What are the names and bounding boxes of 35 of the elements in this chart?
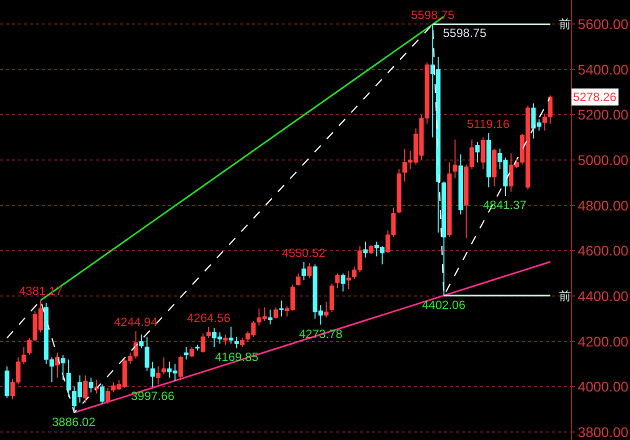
annotation: 5598.75 [443, 26, 487, 40]
annotation: 4244.94 [114, 315, 158, 329]
candlestick [279, 300, 284, 317]
candlestick [144, 336, 150, 372]
y-tick-label: 4600.00 [578, 242, 629, 259]
annotation: 3886.02 [52, 415, 96, 429]
text: 前 [559, 289, 571, 303]
candlestick [223, 334, 228, 346]
candlestick [228, 326, 234, 344]
y-tick-label: 5600.00 [578, 16, 629, 32]
candlestick [60, 354, 66, 380]
y-tick-label: 3800.00 [578, 424, 629, 440]
candlestick [195, 344, 200, 351]
y-tick-label: 4400.00 [578, 288, 629, 304]
text: 前 [559, 17, 571, 31]
annotation: 5598.75 [411, 8, 455, 22]
annotation: 4841.37 [483, 198, 527, 212]
y-tick-label: 5200.00 [578, 106, 629, 123]
candlestick [475, 141, 480, 163]
annotation: 4264.56 [187, 311, 231, 325]
y-tick-label: 5400.00 [578, 61, 629, 78]
text: 5278.26 [573, 90, 617, 104]
annotation: 5119.16 [467, 117, 510, 131]
candlestick [363, 241, 368, 258]
annotation: 4402.06 [422, 298, 466, 312]
annotation: 3997.66 [131, 389, 175, 403]
y-tick-label: 5000.00 [578, 152, 629, 168]
y-tick-label: 4000.00 [578, 378, 629, 395]
candlestick [340, 272, 346, 292]
y-tick-label: 4800.00 [578, 197, 629, 214]
annotation: 4550.52 [282, 246, 326, 260]
y-tick-label: 4200.00 [578, 333, 629, 350]
candlestick [452, 139, 458, 179]
candlestick [200, 332, 206, 354]
candlestick [368, 244, 374, 255]
